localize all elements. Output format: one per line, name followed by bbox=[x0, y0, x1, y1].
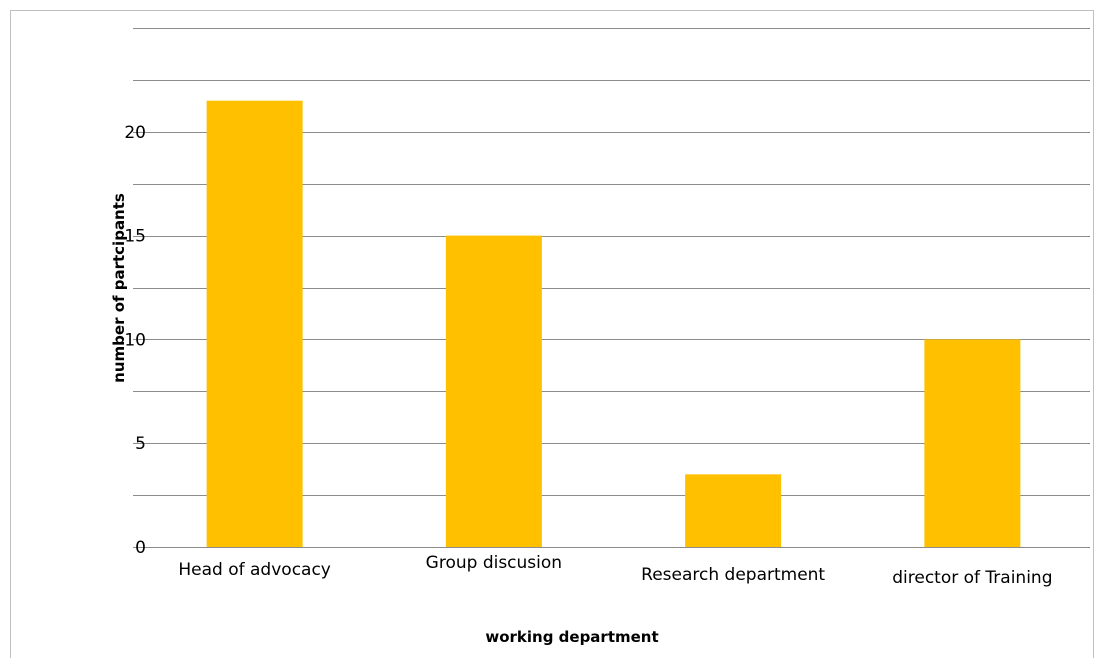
bar bbox=[206, 100, 303, 547]
x-category-labels: Head of advocacy Group discusion Research … bbox=[178, 553, 1052, 588]
x-axis-title: working department bbox=[485, 628, 658, 646]
y-tick-label: 15 bbox=[124, 227, 146, 247]
y-tick-label: 20 bbox=[124, 123, 146, 143]
bar bbox=[924, 339, 1021, 547]
bar bbox=[445, 235, 542, 547]
x-category-label: Head of advocacy bbox=[178, 560, 331, 580]
y-tick-label: 5 bbox=[135, 434, 146, 454]
chart-frame bbox=[10, 10, 1094, 658]
bars bbox=[206, 100, 1021, 547]
x-category-label: Research department bbox=[641, 565, 825, 585]
y-tick-labels: 0 5 10 15 20 bbox=[124, 123, 146, 558]
bar bbox=[685, 474, 782, 547]
y-tick-label: 0 bbox=[135, 538, 146, 558]
x-category-label: Group discusion bbox=[426, 553, 562, 573]
x-category-label: director of Training bbox=[892, 568, 1052, 588]
y-axis-title: number of partcipants bbox=[110, 193, 128, 383]
y-tick-label: 10 bbox=[124, 330, 146, 350]
